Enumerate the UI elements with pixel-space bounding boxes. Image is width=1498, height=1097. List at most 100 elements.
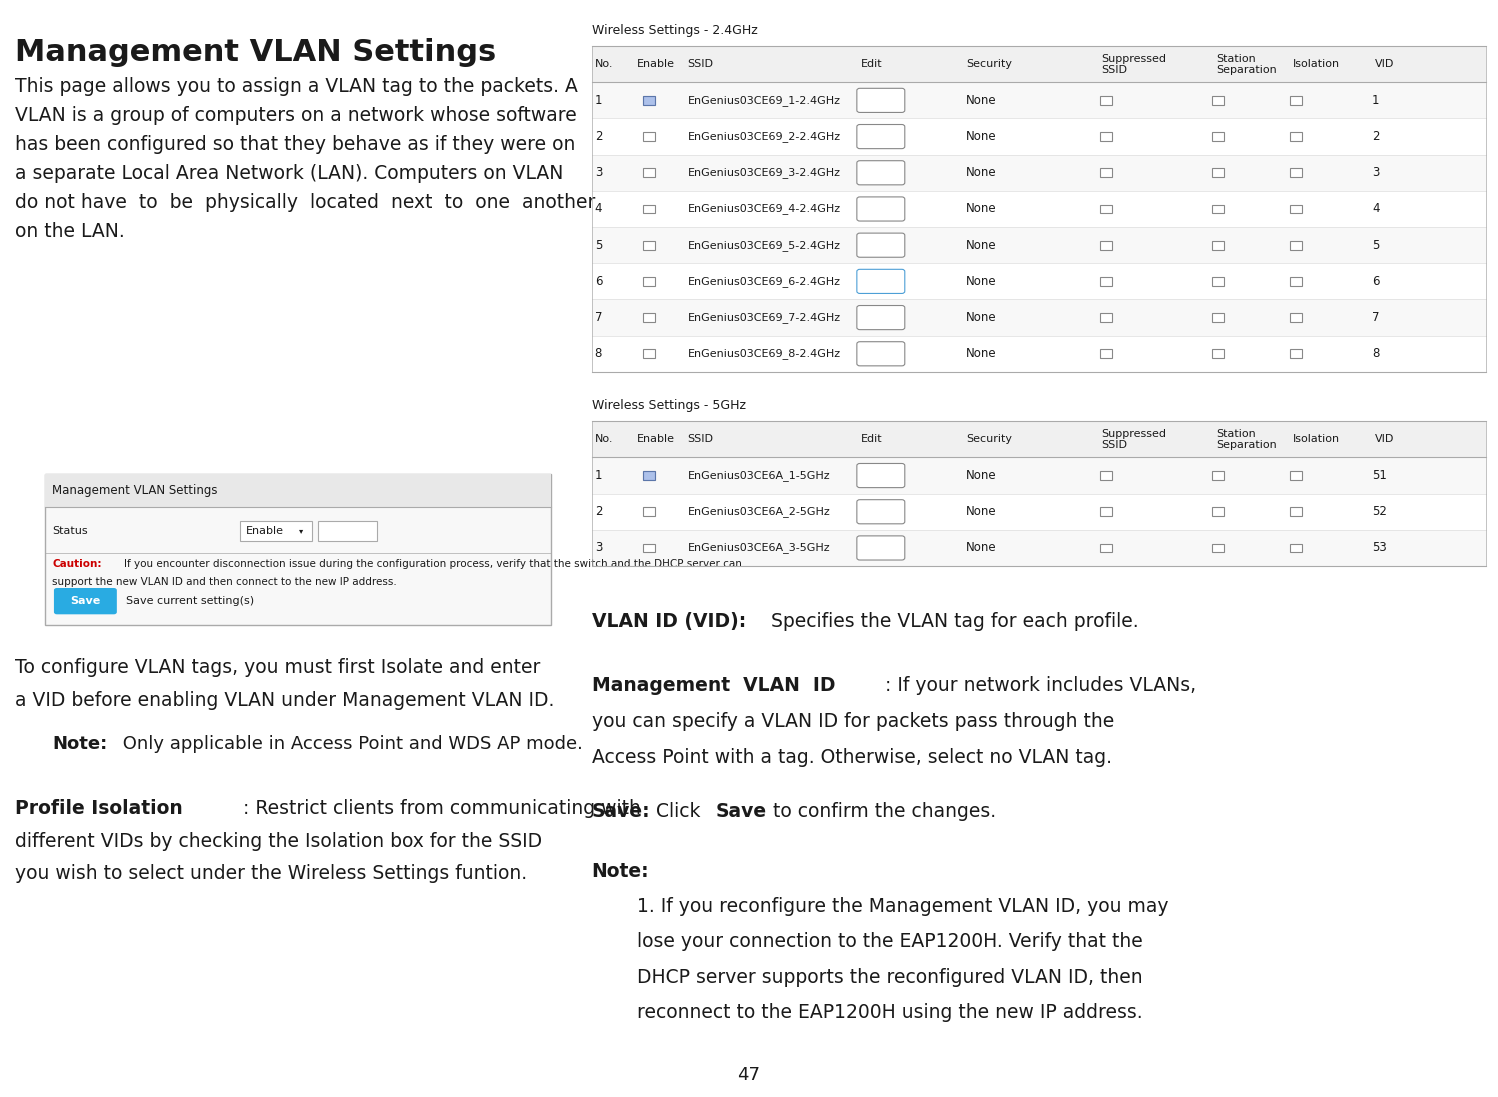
Text: Edit: Edit bbox=[861, 59, 882, 69]
Bar bbox=[643, 204, 655, 213]
Bar bbox=[1100, 278, 1112, 286]
Text: Edit: Edit bbox=[870, 507, 891, 517]
Text: Isolation: Isolation bbox=[1293, 434, 1339, 444]
Text: None: None bbox=[966, 348, 996, 360]
Text: you wish to select under the Wireless Settings funtion.: you wish to select under the Wireless Se… bbox=[15, 864, 527, 883]
Text: None: None bbox=[966, 506, 996, 518]
Bar bbox=[592, 118, 1486, 155]
Bar bbox=[643, 472, 655, 480]
Text: Station
Separation: Station Separation bbox=[1216, 54, 1278, 75]
Text: 8: 8 bbox=[595, 348, 602, 360]
FancyBboxPatch shape bbox=[857, 536, 905, 559]
FancyBboxPatch shape bbox=[857, 234, 905, 258]
Bar bbox=[1212, 472, 1224, 480]
Text: different VIDs by checking the Isolation box for the SSID: different VIDs by checking the Isolation… bbox=[15, 832, 542, 850]
Bar bbox=[1212, 241, 1224, 250]
Bar bbox=[318, 521, 377, 541]
Bar bbox=[1100, 472, 1112, 480]
Text: Suppressed
SSID: Suppressed SSID bbox=[1101, 429, 1165, 450]
Bar bbox=[1100, 544, 1112, 553]
Text: 7: 7 bbox=[595, 312, 602, 324]
Text: 7: 7 bbox=[1372, 312, 1380, 324]
Bar bbox=[1100, 241, 1112, 250]
Text: 1: 1 bbox=[595, 470, 602, 482]
Text: 6: 6 bbox=[1372, 275, 1380, 287]
Text: None: None bbox=[966, 94, 996, 106]
Text: Edit: Edit bbox=[870, 276, 891, 286]
Text: EnGenius03CE69_7-2.4GHz: EnGenius03CE69_7-2.4GHz bbox=[688, 313, 840, 323]
Bar bbox=[592, 82, 1486, 118]
Text: Wireless Settings - 5GHz: Wireless Settings - 5GHz bbox=[592, 399, 746, 412]
Bar bbox=[643, 278, 655, 286]
Text: 2: 2 bbox=[1372, 131, 1380, 143]
Text: Edit: Edit bbox=[870, 349, 891, 359]
Text: Click: Click bbox=[656, 802, 707, 821]
Text: Profile Isolation: Profile Isolation bbox=[15, 799, 183, 817]
Text: None: None bbox=[966, 167, 996, 179]
Text: Management VLAN Settings: Management VLAN Settings bbox=[15, 38, 496, 67]
Text: 53: 53 bbox=[1372, 542, 1387, 554]
Text: a VID before enabling VLAN under Management VLAN ID.: a VID before enabling VLAN under Managem… bbox=[15, 691, 554, 710]
Text: Wireless Settings - 2.4GHz: Wireless Settings - 2.4GHz bbox=[592, 24, 758, 37]
Text: 8: 8 bbox=[1372, 348, 1380, 360]
Text: 5: 5 bbox=[1372, 239, 1380, 251]
Bar bbox=[45, 474, 551, 625]
Text: 5: 5 bbox=[595, 239, 602, 251]
Text: EnGenius03CE6A_1-5GHz: EnGenius03CE6A_1-5GHz bbox=[688, 471, 830, 480]
Text: to confirm the changes.: to confirm the changes. bbox=[767, 802, 996, 821]
Text: Only applicable in Access Point and WDS AP mode.: Only applicable in Access Point and WDS … bbox=[117, 735, 583, 753]
Bar bbox=[1290, 168, 1302, 177]
Text: Edit: Edit bbox=[870, 168, 891, 178]
Text: you can specify a VLAN ID for packets pass through the: you can specify a VLAN ID for packets pa… bbox=[592, 712, 1115, 731]
Bar bbox=[643, 241, 655, 250]
FancyBboxPatch shape bbox=[857, 464, 905, 488]
Text: Note:: Note: bbox=[592, 862, 649, 881]
Text: Specifies the VLAN tag for each profile.: Specifies the VLAN tag for each profile. bbox=[765, 612, 1138, 631]
Text: Security: Security bbox=[966, 434, 1013, 444]
Bar bbox=[1290, 508, 1302, 517]
Text: Security: Security bbox=[966, 59, 1013, 69]
Text: support the new VLAN ID and then connect to the new IP address.: support the new VLAN ID and then connect… bbox=[52, 577, 397, 587]
Bar bbox=[1290, 241, 1302, 250]
Text: Edit: Edit bbox=[870, 471, 891, 480]
Text: VLAN is a group of computers on a network whose software: VLAN is a group of computers on a networ… bbox=[15, 105, 577, 125]
Bar bbox=[643, 544, 655, 553]
Text: 3: 3 bbox=[1372, 167, 1380, 179]
Text: Edit: Edit bbox=[870, 313, 891, 323]
Bar bbox=[643, 472, 655, 480]
Text: : Restrict clients from communicating with: : Restrict clients from communicating wi… bbox=[243, 799, 641, 817]
Text: Edit: Edit bbox=[870, 204, 891, 214]
Text: 51: 51 bbox=[1372, 470, 1387, 482]
Text: has been configured so that they behave as if they were on: has been configured so that they behave … bbox=[15, 135, 575, 154]
Text: EnGenius03CE69_4-2.4GHz: EnGenius03CE69_4-2.4GHz bbox=[688, 204, 840, 214]
Text: None: None bbox=[966, 312, 996, 324]
Text: Enable: Enable bbox=[637, 59, 674, 69]
FancyBboxPatch shape bbox=[857, 197, 905, 222]
Bar bbox=[1100, 133, 1112, 142]
Text: No.: No. bbox=[595, 434, 613, 444]
Text: reconnect to the EAP1200H using the new IP address.: reconnect to the EAP1200H using the new … bbox=[637, 1003, 1143, 1021]
Bar bbox=[592, 155, 1486, 191]
Text: 1: 1 bbox=[595, 94, 602, 106]
Text: Save current setting(s): Save current setting(s) bbox=[126, 596, 255, 607]
Text: Access Point with a tag. Otherwise, select no VLAN tag.: Access Point with a tag. Otherwise, sele… bbox=[592, 748, 1112, 767]
Bar bbox=[643, 508, 655, 517]
Text: This page allows you to assign a VLAN tag to the packets. A: This page allows you to assign a VLAN ta… bbox=[15, 77, 578, 95]
Text: Edit: Edit bbox=[870, 95, 891, 105]
Text: Edit: Edit bbox=[861, 434, 882, 444]
Bar bbox=[1290, 97, 1302, 105]
Text: No.: No. bbox=[595, 59, 613, 69]
Text: EnGenius03CE69_1-2.4GHz: EnGenius03CE69_1-2.4GHz bbox=[688, 95, 840, 105]
Bar bbox=[592, 191, 1486, 227]
Text: 3: 3 bbox=[595, 167, 602, 179]
Text: a separate Local Area Network (LAN). Computers on VLAN: a separate Local Area Network (LAN). Com… bbox=[15, 163, 563, 183]
Text: None: None bbox=[966, 542, 996, 554]
Bar bbox=[592, 46, 1486, 82]
Text: on the LAN.: on the LAN. bbox=[15, 222, 124, 241]
Text: None: None bbox=[966, 131, 996, 143]
Text: 2: 2 bbox=[595, 131, 602, 143]
Text: EnGenius03CE6A_3-5GHz: EnGenius03CE6A_3-5GHz bbox=[688, 543, 830, 553]
Text: VID: VID bbox=[1375, 434, 1395, 444]
Bar bbox=[592, 227, 1486, 263]
Bar bbox=[643, 314, 655, 323]
